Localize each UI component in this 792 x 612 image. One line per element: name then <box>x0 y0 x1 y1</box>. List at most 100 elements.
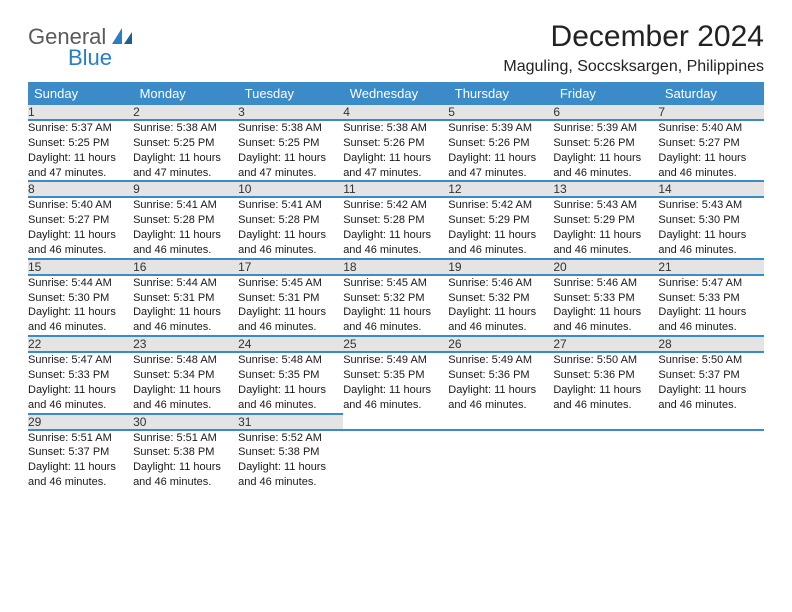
day-number-cell <box>343 414 448 430</box>
sunrise-line: Sunrise: 5:37 AM <box>28 121 133 136</box>
daylight-line: Daylight: 11 hours and 46 minutes. <box>553 383 658 413</box>
weekday-header: Tuesday <box>238 82 343 105</box>
day-info-cell: Sunrise: 5:50 AMSunset: 5:37 PMDaylight:… <box>658 352 763 413</box>
day-number-cell: 7 <box>658 105 763 120</box>
day-number-cell: 23 <box>133 336 238 352</box>
sunset-line: Sunset: 5:30 PM <box>658 213 763 228</box>
sunset-line: Sunset: 5:35 PM <box>343 368 448 383</box>
sunset-line: Sunset: 5:35 PM <box>238 368 343 383</box>
weekday-header: Thursday <box>448 82 553 105</box>
day-info-cell: Sunrise: 5:39 AMSunset: 5:26 PMDaylight:… <box>553 120 658 181</box>
day-info-cell: Sunrise: 5:45 AMSunset: 5:31 PMDaylight:… <box>238 275 343 336</box>
daylight-line: Daylight: 11 hours and 46 minutes. <box>238 460 343 490</box>
daylight-line: Daylight: 11 hours and 46 minutes. <box>553 151 658 181</box>
day-info-cell: Sunrise: 5:38 AMSunset: 5:26 PMDaylight:… <box>343 120 448 181</box>
sunrise-line: Sunrise: 5:50 AM <box>553 353 658 368</box>
day-number-cell: 17 <box>238 259 343 275</box>
sunset-line: Sunset: 5:38 PM <box>238 445 343 460</box>
sunset-line: Sunset: 5:37 PM <box>28 445 133 460</box>
daylight-line: Daylight: 11 hours and 47 minutes. <box>28 151 133 181</box>
day-info-row: Sunrise: 5:40 AMSunset: 5:27 PMDaylight:… <box>28 197 764 258</box>
sunrise-line: Sunrise: 5:42 AM <box>448 198 553 213</box>
day-info-cell: Sunrise: 5:44 AMSunset: 5:30 PMDaylight:… <box>28 275 133 336</box>
sunset-line: Sunset: 5:31 PM <box>238 291 343 306</box>
sunrise-line: Sunrise: 5:39 AM <box>448 121 553 136</box>
day-info-cell: Sunrise: 5:46 AMSunset: 5:33 PMDaylight:… <box>553 275 658 336</box>
daylight-line: Daylight: 11 hours and 46 minutes. <box>343 228 448 258</box>
day-info-cell: Sunrise: 5:48 AMSunset: 5:35 PMDaylight:… <box>238 352 343 413</box>
day-number-cell: 10 <box>238 181 343 197</box>
day-info-cell: Sunrise: 5:37 AMSunset: 5:25 PMDaylight:… <box>28 120 133 181</box>
sunrise-line: Sunrise: 5:44 AM <box>133 276 238 291</box>
daylight-line: Daylight: 11 hours and 46 minutes. <box>28 305 133 335</box>
day-number-cell: 12 <box>448 181 553 197</box>
day-number-cell: 5 <box>448 105 553 120</box>
daylight-line: Daylight: 11 hours and 46 minutes. <box>553 228 658 258</box>
sunrise-line: Sunrise: 5:46 AM <box>448 276 553 291</box>
sunrise-line: Sunrise: 5:45 AM <box>238 276 343 291</box>
daylight-line: Daylight: 11 hours and 46 minutes. <box>658 305 763 335</box>
sunrise-line: Sunrise: 5:38 AM <box>133 121 238 136</box>
sunrise-line: Sunrise: 5:38 AM <box>238 121 343 136</box>
weekday-header-row: Sunday Monday Tuesday Wednesday Thursday… <box>28 82 764 105</box>
daylight-line: Daylight: 11 hours and 46 minutes. <box>28 460 133 490</box>
sunset-line: Sunset: 5:28 PM <box>238 213 343 228</box>
sunrise-line: Sunrise: 5:39 AM <box>553 121 658 136</box>
daylight-line: Daylight: 11 hours and 46 minutes. <box>238 228 343 258</box>
day-number-cell: 31 <box>238 414 343 430</box>
daylight-line: Daylight: 11 hours and 46 minutes. <box>448 228 553 258</box>
daylight-line: Daylight: 11 hours and 46 minutes. <box>133 228 238 258</box>
day-number-cell: 4 <box>343 105 448 120</box>
sunset-line: Sunset: 5:31 PM <box>133 291 238 306</box>
day-number-cell: 6 <box>553 105 658 120</box>
day-number-cell <box>658 414 763 430</box>
day-info-cell <box>343 430 448 490</box>
daylight-line: Daylight: 11 hours and 46 minutes. <box>343 305 448 335</box>
day-number-cell: 29 <box>28 414 133 430</box>
page-title: December 2024 <box>503 20 764 54</box>
day-number-cell: 8 <box>28 181 133 197</box>
day-number-cell: 19 <box>448 259 553 275</box>
sunrise-line: Sunrise: 5:45 AM <box>343 276 448 291</box>
day-info-cell: Sunrise: 5:42 AMSunset: 5:29 PMDaylight:… <box>448 197 553 258</box>
sunset-line: Sunset: 5:34 PM <box>133 368 238 383</box>
sunset-line: Sunset: 5:28 PM <box>133 213 238 228</box>
daylight-line: Daylight: 11 hours and 46 minutes. <box>658 151 763 181</box>
daylight-line: Daylight: 11 hours and 46 minutes. <box>28 228 133 258</box>
sunrise-line: Sunrise: 5:48 AM <box>238 353 343 368</box>
sunrise-line: Sunrise: 5:41 AM <box>238 198 343 213</box>
sunset-line: Sunset: 5:32 PM <box>448 291 553 306</box>
sunset-line: Sunset: 5:28 PM <box>343 213 448 228</box>
day-info-cell: Sunrise: 5:50 AMSunset: 5:36 PMDaylight:… <box>553 352 658 413</box>
day-number-cell: 13 <box>553 181 658 197</box>
daylight-line: Daylight: 11 hours and 46 minutes. <box>553 305 658 335</box>
day-info-cell: Sunrise: 5:47 AMSunset: 5:33 PMDaylight:… <box>658 275 763 336</box>
sunset-line: Sunset: 5:27 PM <box>28 213 133 228</box>
day-number-cell: 16 <box>133 259 238 275</box>
day-info-cell: Sunrise: 5:51 AMSunset: 5:38 PMDaylight:… <box>133 430 238 490</box>
day-number-cell: 27 <box>553 336 658 352</box>
day-info-cell: Sunrise: 5:44 AMSunset: 5:31 PMDaylight:… <box>133 275 238 336</box>
sunset-line: Sunset: 5:26 PM <box>553 136 658 151</box>
day-number-cell: 22 <box>28 336 133 352</box>
sunrise-line: Sunrise: 5:44 AM <box>28 276 133 291</box>
sunrise-line: Sunrise: 5:51 AM <box>133 431 238 446</box>
daylight-line: Daylight: 11 hours and 46 minutes. <box>343 383 448 413</box>
sunrise-line: Sunrise: 5:49 AM <box>448 353 553 368</box>
day-info-cell: Sunrise: 5:43 AMSunset: 5:30 PMDaylight:… <box>658 197 763 258</box>
daylight-line: Daylight: 11 hours and 46 minutes. <box>133 460 238 490</box>
day-number-cell: 3 <box>238 105 343 120</box>
day-info-cell <box>553 430 658 490</box>
day-number-cell: 30 <box>133 414 238 430</box>
day-number-row: 22232425262728 <box>28 336 764 352</box>
day-number-cell: 25 <box>343 336 448 352</box>
weekday-header: Monday <box>133 82 238 105</box>
day-number-cell: 11 <box>343 181 448 197</box>
sunrise-line: Sunrise: 5:48 AM <box>133 353 238 368</box>
sunset-line: Sunset: 5:30 PM <box>28 291 133 306</box>
daylight-line: Daylight: 11 hours and 47 minutes. <box>133 151 238 181</box>
sunset-line: Sunset: 5:29 PM <box>553 213 658 228</box>
sunrise-line: Sunrise: 5:51 AM <box>28 431 133 446</box>
day-info-row: Sunrise: 5:47 AMSunset: 5:33 PMDaylight:… <box>28 352 764 413</box>
day-info-cell: Sunrise: 5:41 AMSunset: 5:28 PMDaylight:… <box>133 197 238 258</box>
